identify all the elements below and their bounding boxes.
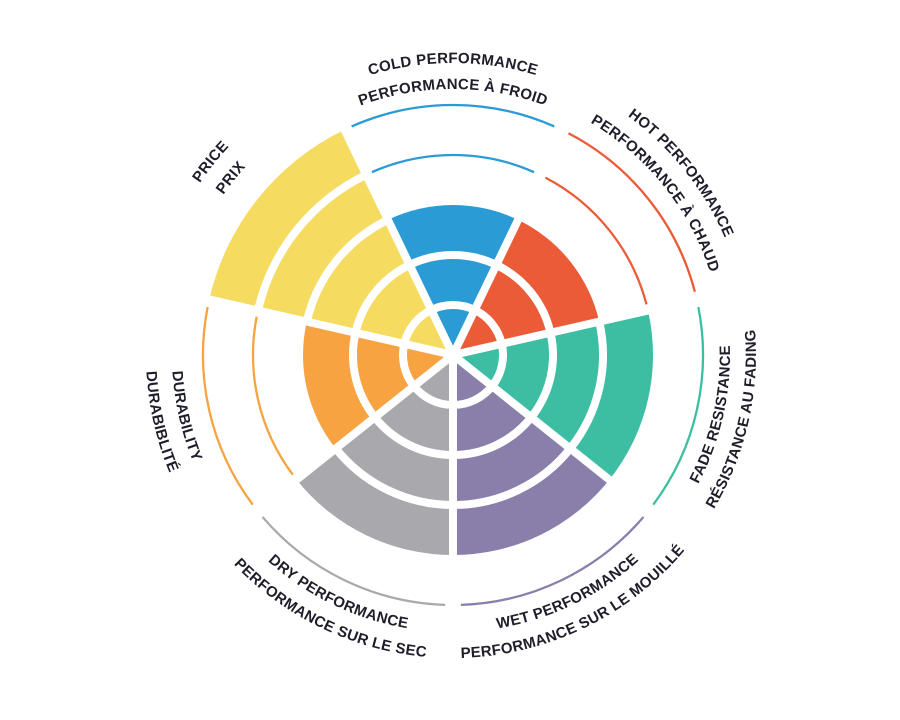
sector-wedge-durability (303, 321, 453, 449)
sector-label-hot-performance-primary: HOT PERFORMANCE (625, 106, 737, 240)
level-arc-cold-performance-level-5 (351, 103, 555, 128)
sector-separator (204, 294, 454, 359)
level-arc-hot-performance-level-5 (567, 132, 696, 293)
level-arc-durability-level-5 (201, 306, 254, 506)
sector-label-cold-performance-primary: COLD PERFORMANCE (366, 50, 540, 79)
ring-gap-price-level-3 (302, 216, 390, 323)
sector-label-dry-performance-primary: PERFORMANCE SUR LE SEC (231, 555, 428, 661)
level-arc-dry-performance-level-5 (261, 516, 446, 607)
level-arc-wet-performance-level-5 (460, 516, 645, 607)
level-arc-hot-performance-level-4 (544, 176, 648, 305)
sector-wedge-wet-performance (453, 355, 610, 555)
sector-wedge-price (209, 129, 453, 355)
ring-gap-hot-performance-level-2 (494, 261, 555, 334)
ring-gap-price-level-4 (254, 171, 368, 312)
ring-gap-dry-performance-level-3 (332, 446, 454, 509)
sector-separator (452, 294, 702, 359)
ring-gap-cold-performance-level-2 (407, 251, 499, 269)
sector-separator (449, 124, 567, 357)
sector-wedge-dry-performance (296, 355, 453, 555)
ring-gap-wet-performance-level-2 (452, 414, 535, 459)
sector-separator (339, 124, 457, 357)
sector-separator (251, 351, 456, 517)
sector-separator-layer (204, 124, 702, 609)
level-arc-durability-level-4 (251, 316, 294, 476)
sector-wedge-cold-performance (387, 204, 519, 355)
level-arc-cold-performance-level-4 (371, 153, 535, 174)
ring-gap-fade-resistance-level-2 (528, 331, 557, 420)
ring-gap-dry-performance-level-2 (371, 414, 454, 459)
sector-separator (450, 351, 655, 517)
level-arcs-layer (201, 103, 705, 607)
sector-label-wet-performance-secondary: WET PERFORMANCE (495, 550, 642, 632)
ring-gap-durability-level-2 (349, 331, 378, 420)
sector-label-dry-performance-secondary: DRY PERFORMANCE (265, 551, 410, 632)
ring-gap-wet-performance-level-3 (452, 446, 574, 509)
level-arc-fade-resistance-level-5 (652, 306, 705, 506)
ring-gap-price-level-2 (351, 261, 412, 334)
ring-gap-fade-resistance-level-3 (567, 320, 607, 452)
